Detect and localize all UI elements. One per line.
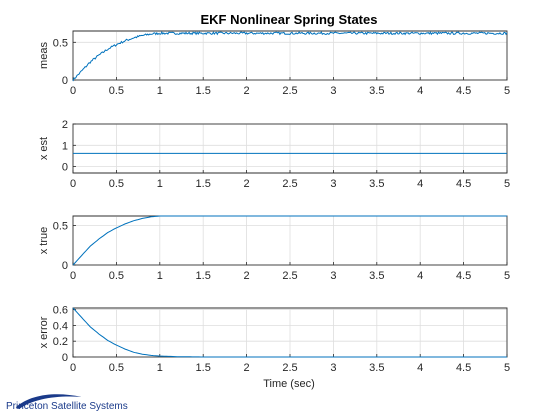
x-tick-label: 0 — [70, 270, 76, 282]
y-axis-label: x est — [38, 137, 50, 160]
logo-swoosh — [15, 394, 82, 410]
x-tick-label: 2.5 — [282, 270, 297, 282]
y-tick-label: 0 — [62, 260, 68, 272]
x-tick-label: 0 — [70, 362, 76, 374]
y-tick-label: 0.4 — [53, 320, 68, 332]
x-tick-label: 5 — [504, 178, 510, 190]
x-tick-label: 3.5 — [369, 178, 384, 190]
series-line-x-error — [72, 307, 507, 358]
series-line-x-true — [72, 215, 507, 266]
axes-border — [72, 30, 508, 81]
y-axis-label: x error — [38, 316, 50, 348]
x-tick-label: 0 — [70, 178, 76, 190]
x-tick-label: 3 — [330, 270, 336, 282]
x-tick-label: 0 — [70, 85, 76, 97]
x-tick-label: 4 — [417, 270, 423, 282]
x-tick-label: 4.5 — [456, 178, 471, 190]
y-axis-label: meas — [38, 42, 50, 69]
x-tick-label: 1.5 — [196, 270, 211, 282]
x-tick-label: 0.5 — [109, 85, 124, 97]
x-tick-label: 2 — [244, 270, 250, 282]
x-tick-label: 1.5 — [196, 178, 211, 190]
x-tick-label: 1 — [157, 85, 163, 97]
y-tick-label: 0 — [62, 162, 68, 174]
x-tick-label: 3.5 — [369, 85, 384, 97]
y-tick-label: 0 — [62, 352, 68, 364]
y-tick-label: 1 — [62, 140, 68, 152]
x-axis-label: Time (sec) — [263, 378, 315, 390]
y-tick-label: 0.5 — [53, 37, 68, 49]
x-tick-label: 4 — [417, 362, 423, 374]
x-tick-label: 2.5 — [282, 178, 297, 190]
x-tick-label: 4 — [417, 178, 423, 190]
x-tick-label: 2.5 — [282, 85, 297, 97]
x-tick-label: 2 — [244, 85, 250, 97]
x-tick-label: 0.5 — [109, 270, 124, 282]
x-tick-label: 3 — [330, 362, 336, 374]
x-tick-label: 3 — [330, 85, 336, 97]
y-tick-label: 2 — [62, 119, 68, 131]
subplot-4: 0 0.5 1 1.5 2 2.5 3 3.5 4 4.5 5 0 0.2 0.4 0.6x error — [38, 305, 510, 374]
x-tick-label: 0.5 — [109, 178, 124, 190]
subplot-2: 0 0.5 1 1.5 2 2.5 3 3.5 4 4.5 5 0 1 2 x est — [38, 119, 510, 190]
chart-title: EKF Nonlinear Spring States — [201, 12, 378, 27]
x-tick-label: 2.5 — [282, 362, 297, 374]
x-tick-label: 3.5 — [369, 270, 384, 282]
series-line-meas — [72, 31, 508, 82]
x-tick-label: 1 — [157, 270, 163, 282]
x-tick-label: 0.5 — [109, 362, 124, 374]
x-tick-label: 3 — [330, 178, 336, 190]
x-tick-label: 1.5 — [196, 362, 211, 374]
x-tick-label: 4.5 — [456, 270, 471, 282]
company-logo — [15, 394, 82, 410]
x-tick-label: 4.5 — [456, 362, 471, 374]
x-tick-label: 4 — [417, 85, 423, 97]
y-tick-label: 0.6 — [53, 305, 68, 317]
x-tick-label: 5 — [504, 270, 510, 282]
x-tick-label: 3.5 — [369, 362, 384, 374]
y-tick-label: 0.5 — [53, 220, 68, 232]
y-tick-label: 0.2 — [53, 336, 68, 348]
y-axis-label: x true — [38, 227, 50, 255]
logo-text: Princeton Satellite Systems — [6, 401, 128, 412]
y-tick-label: 0 — [62, 75, 68, 87]
x-tick-label: 1 — [157, 362, 163, 374]
x-tick-label: 2 — [244, 178, 250, 190]
subplot-3: 0 0.5 1 1.5 2 2.5 3 3.5 4 4.5 500.5x true — [38, 215, 510, 282]
x-tick-label: 1 — [157, 178, 163, 190]
x-tick-label: 4.5 — [456, 85, 471, 97]
axes-border — [72, 123, 508, 174]
x-tick-label: 2 — [244, 362, 250, 374]
x-tick-label: 5 — [504, 362, 510, 374]
x-tick-label: 5 — [504, 85, 510, 97]
x-tick-label: 1.5 — [196, 85, 211, 97]
